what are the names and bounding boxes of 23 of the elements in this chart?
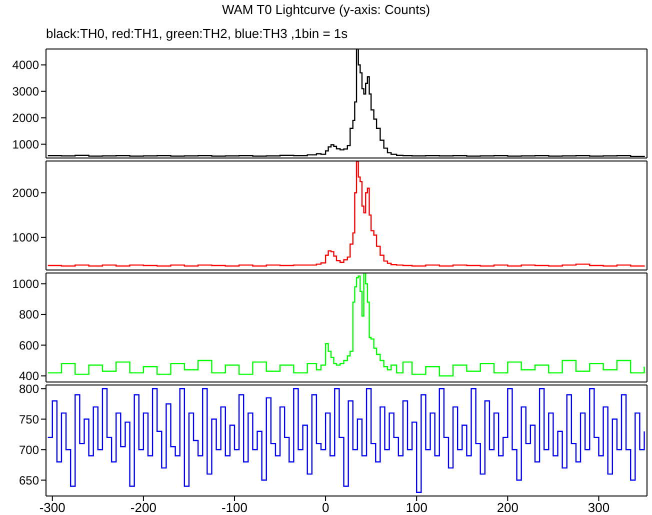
y-tick-label: 1000	[12, 230, 40, 245]
x-tick-label: 300	[588, 500, 610, 515]
y-tick-label: 650	[18, 473, 40, 488]
y-tick-label: 1000	[12, 277, 40, 292]
x-tick-label: -300	[39, 500, 66, 515]
x-tick-label: 200	[496, 500, 519, 515]
y-tick-label: 800	[18, 382, 40, 396]
y-tick-label: 400	[18, 369, 40, 384]
y-tick-label: 700	[18, 442, 40, 457]
y-tick-label: 1000	[12, 138, 40, 152]
chart-title: WAM T0 Lightcurve (y-axis: Counts)	[220, 2, 432, 17]
y-tick-label: 4000	[12, 58, 40, 72]
y-tick-label: 800	[18, 308, 40, 322]
y-tick-label: 2000	[12, 186, 40, 200]
x-tick-label: -200	[130, 500, 156, 515]
chart-subtitle: black:TH0, red:TH1, green:TH2, blue:TH3 ,1bin = 1s	[46, 26, 348, 41]
y-tick-label: 600	[18, 338, 40, 352]
x-tick-label: 100	[406, 500, 428, 515]
x-tick-label: -100	[221, 500, 248, 515]
y-tick-label: 2000	[12, 111, 40, 126]
x-tick-label: 0	[322, 500, 330, 515]
y-tick-label: 3000	[12, 84, 40, 99]
y-tick-label: 750	[18, 412, 40, 426]
